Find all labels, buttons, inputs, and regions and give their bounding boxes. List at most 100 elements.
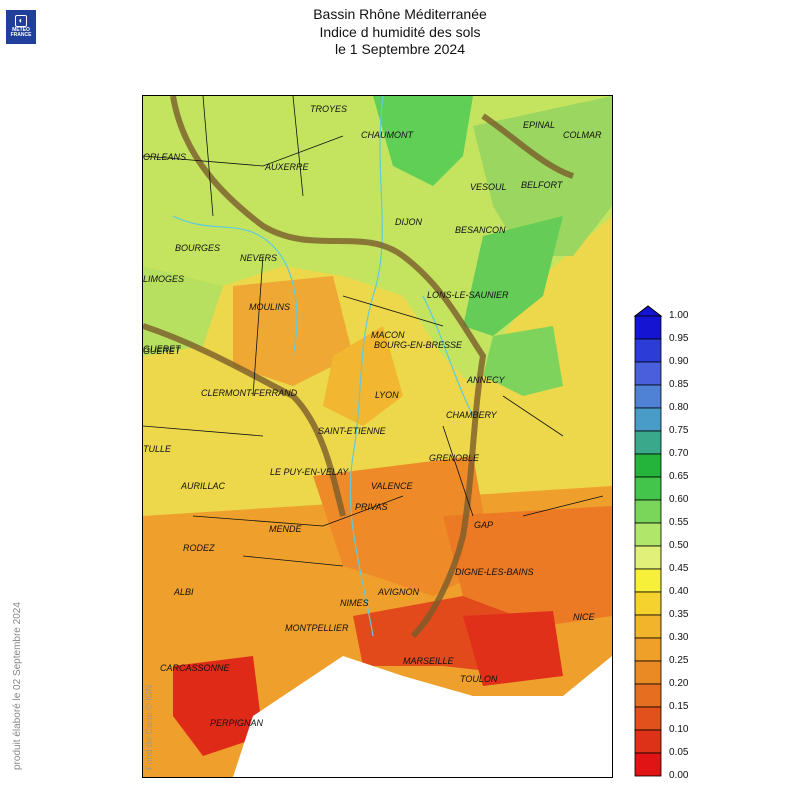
city-label: GUERET xyxy=(143,344,181,354)
legend-bar xyxy=(633,305,663,777)
zone-perpignan-red xyxy=(173,656,263,756)
legend-swatch xyxy=(634,499,662,524)
city-label: MENDE xyxy=(269,524,302,534)
legend-tick-label: 0.40 xyxy=(669,586,689,597)
legend-tick-label: 0.10 xyxy=(669,724,689,735)
legend-tick-label: 0.60 xyxy=(669,494,689,505)
legend-swatch xyxy=(634,338,662,363)
city-label: BESANCON xyxy=(455,225,506,235)
legend-tick-label: 0.35 xyxy=(669,609,689,620)
legend-swatch xyxy=(634,453,662,478)
logo-text-line1: METEO xyxy=(12,27,30,33)
meteo-france-logo: ◐ METEO FRANCE xyxy=(6,10,36,44)
legend-swatch xyxy=(634,315,662,340)
legend-tick-label: 0.85 xyxy=(669,379,689,390)
cloud-sun-icon: ◐ xyxy=(15,15,27,27)
legend-tick-label: 0.70 xyxy=(669,448,689,459)
city-label: MOULINS xyxy=(249,302,291,312)
legend-swatch xyxy=(634,729,662,754)
legend-tick-label: 0.30 xyxy=(669,632,689,643)
mediterranean-sea xyxy=(233,656,612,777)
city-label: LE PUY-EN-VELAY xyxy=(270,467,349,477)
river-loire xyxy=(172,215,298,357)
legend-swatch xyxy=(634,522,662,547)
city-label: PERPIGNAN xyxy=(210,718,264,728)
river-saone xyxy=(422,295,474,417)
city-label: MARSEILLE xyxy=(403,656,454,666)
legend-swatch xyxy=(634,752,662,777)
city-label: SAINT-ETIENNE xyxy=(318,426,386,436)
legend-swatch xyxy=(634,407,662,432)
city-label: NICE xyxy=(573,612,595,622)
soil-moisture-map[interactable]: TROYES CHAUMONT EPINAL COLMAR ORLEANS AUXERRE… xyxy=(142,95,613,778)
legend-max-arrow xyxy=(633,305,663,317)
map-date: le 1 Septembre 2024 xyxy=(335,41,465,57)
ign-credit: Fond de Carte © IGN xyxy=(144,684,154,770)
legend-colorbar xyxy=(633,304,663,784)
legend-swatch xyxy=(634,476,662,501)
zone-savoie-green xyxy=(483,326,563,396)
city-label: TROYES xyxy=(310,104,348,114)
city-label: RODEZ xyxy=(183,543,215,553)
zone-loire-orange xyxy=(323,326,403,426)
legend-swatch xyxy=(634,568,662,593)
city-label: CHAMBERY xyxy=(446,410,497,420)
city-label: TOULON xyxy=(460,674,498,684)
legend-swatch xyxy=(634,660,662,685)
city-label: EPINAL xyxy=(523,120,556,130)
legend-tick-label: 0.00 xyxy=(669,770,689,781)
city-label: VESOUL xyxy=(470,182,507,192)
legend-swatch xyxy=(634,430,662,455)
city-label: NEVERS xyxy=(240,253,278,263)
city-label: NIMES xyxy=(340,598,369,608)
city-label: CARCASSONNE xyxy=(160,663,230,673)
zone-jura-green xyxy=(463,216,563,336)
city-label: GUERET xyxy=(143,346,181,356)
legend-tick-label: 0.45 xyxy=(669,563,689,574)
city-label: AURILLAC xyxy=(181,481,226,491)
zone-provence-orange xyxy=(443,506,612,626)
zone-moulins-orange xyxy=(233,276,353,386)
legend-swatch xyxy=(634,683,662,708)
city-label: GAP xyxy=(474,520,494,530)
city-label: CHAUMONT xyxy=(361,130,413,140)
legend-tick-label: 0.05 xyxy=(669,747,689,758)
city-label: AUXERRE xyxy=(265,162,309,172)
map-title: Bassin Rhône Méditerranée xyxy=(313,6,487,22)
zone-chaumont-green xyxy=(373,96,473,186)
logo-text-line2: FRANCE xyxy=(10,32,32,38)
legend-tick-label: 0.20 xyxy=(669,678,689,689)
production-credit: produit élaboré le 02 Septembre 2024 xyxy=(12,602,23,770)
city-label: MACON xyxy=(371,330,405,340)
city-label: PRIVAS xyxy=(355,502,388,512)
legend-tick-label: 1.00 xyxy=(669,310,689,321)
city-label: BOURGES xyxy=(175,243,221,253)
legend-tick-label: 0.80 xyxy=(669,402,689,413)
map-canvas xyxy=(143,96,612,777)
city-label: DIGNE-LES-BAINS xyxy=(455,567,534,577)
legend-tick-label: 0.90 xyxy=(669,356,689,367)
city-label: ALBI xyxy=(174,587,194,597)
legend-swatch xyxy=(634,706,662,731)
legend-swatch xyxy=(634,637,662,662)
legend-tick-label: 0.65 xyxy=(669,471,689,482)
city-label: ANNECY xyxy=(467,375,505,385)
city-label: TULLE xyxy=(143,444,172,454)
department-boundaries xyxy=(143,96,604,567)
city-label: MONTPELLIER xyxy=(285,623,349,633)
legend-swatch xyxy=(634,384,662,409)
map-subtitle: Indice d humidité des sols xyxy=(319,24,481,40)
city-label: BOURG-EN-BRESSE xyxy=(374,340,463,350)
city-label: CLERMONT-FERRAND xyxy=(201,388,298,398)
city-label: LYON xyxy=(375,390,399,400)
zone-marseille-red xyxy=(463,611,563,686)
legend-swatch xyxy=(634,361,662,386)
legend-swatch xyxy=(634,614,662,639)
city-label: LONS-LE-SAUNIER xyxy=(427,290,509,300)
legend-tick-label: 0.50 xyxy=(669,540,689,551)
legend-swatch xyxy=(634,545,662,570)
legend-tick-label: 0.55 xyxy=(669,517,689,528)
river-rhone xyxy=(349,96,384,637)
city-label: AVIGNON xyxy=(378,587,420,597)
city-label: COLMAR xyxy=(563,130,602,140)
